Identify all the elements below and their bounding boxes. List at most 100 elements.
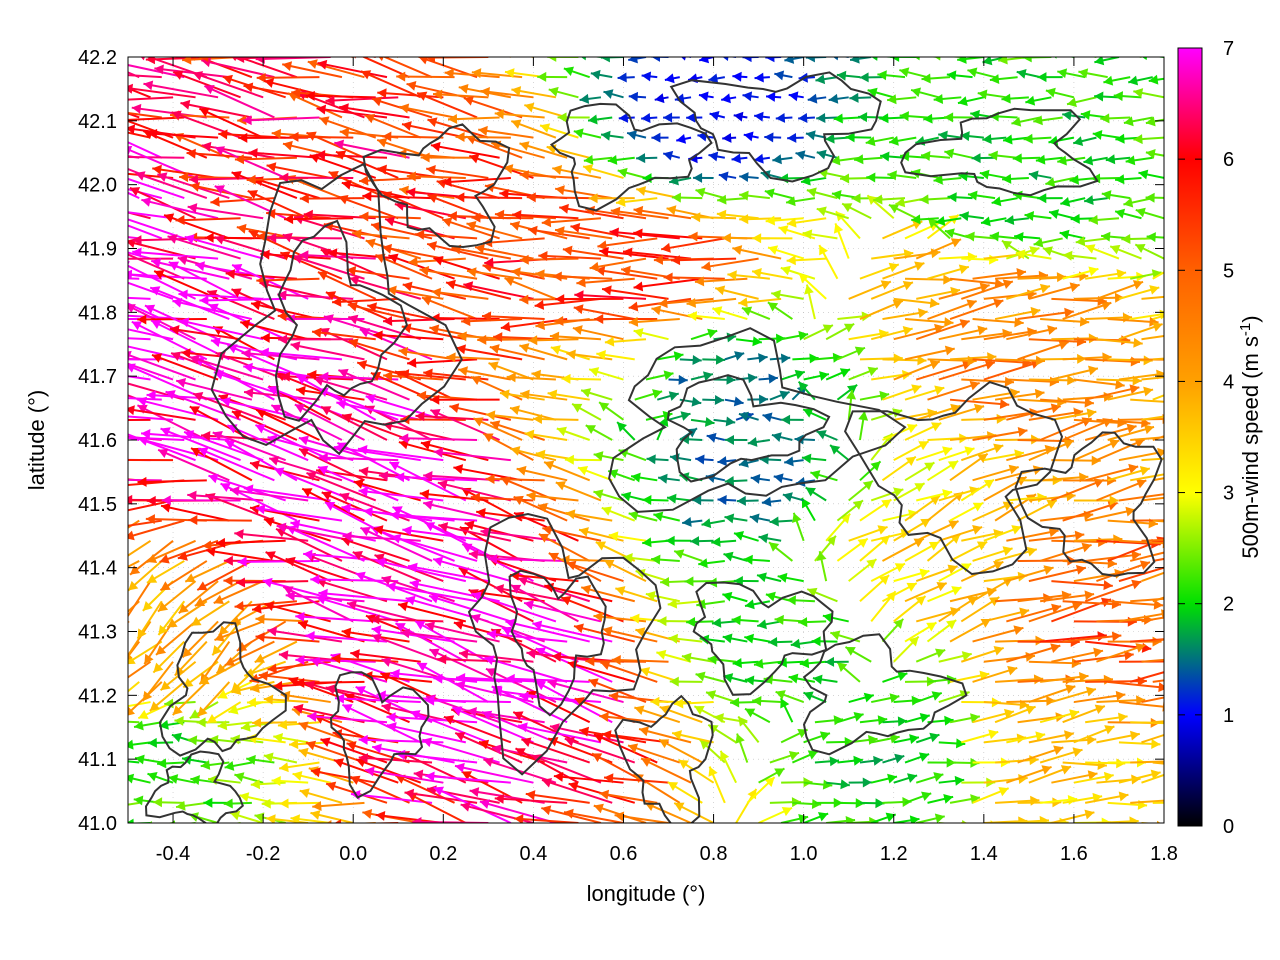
wind-arrow-head	[299, 788, 310, 798]
wind-arrow-head	[193, 392, 204, 402]
wind-arrow-head	[319, 371, 329, 382]
wind-arrow-head	[518, 722, 528, 733]
wind-arrow-shaft	[603, 776, 669, 784]
wind-arrow-head	[699, 739, 710, 750]
wind-arrow-shaft	[309, 154, 377, 179]
wind-arrow-shaft	[456, 57, 466, 58]
wind-arrow-head	[160, 427, 171, 437]
wind-arrow-shaft	[128, 353, 196, 381]
wind-arrow-head	[989, 597, 1000, 607]
wind-arrow-head	[631, 472, 641, 483]
wind-arrow-head	[983, 479, 995, 489]
wind-arrow-head	[866, 172, 876, 183]
wind-arrow-shaft	[307, 60, 365, 79]
wind-arrow-head	[614, 811, 625, 822]
wind-arrow-head	[777, 572, 788, 583]
wind-arrow-shaft	[400, 631, 478, 643]
wind-arrow-head	[238, 132, 248, 143]
wind-arrow-shaft	[421, 296, 478, 320]
wind-arrow-head	[1025, 705, 1036, 715]
wind-arrow-shaft	[325, 96, 399, 102]
wind-arrow-head	[601, 506, 612, 516]
wind-arrow-head	[415, 621, 426, 630]
wind-arrow-head	[525, 790, 536, 801]
wind-arrow-shaft	[419, 268, 478, 280]
wind-arrow-head	[296, 42, 306, 52]
wind-arrow-shaft	[574, 293, 647, 300]
wind-arrow-head	[429, 324, 440, 335]
wind-arrow-head	[405, 595, 416, 606]
wind-arrow-head	[716, 209, 727, 220]
wind-arrow-head	[341, 503, 352, 514]
wind-arrow-head	[762, 412, 773, 423]
wind-arrow-head	[798, 617, 808, 628]
x-tick-label: 0.8	[700, 843, 728, 865]
wind-arrow-shaft	[128, 720, 140, 724]
wind-arrow-shaft	[456, 346, 523, 361]
wind-arrow-head	[231, 170, 242, 181]
wind-arrow-head	[749, 513, 760, 524]
wind-arrow-head	[807, 750, 818, 760]
wind-arrow-head	[267, 626, 278, 637]
wind-arrow-head	[255, 614, 265, 625]
wind-arrow-head	[145, 57, 156, 65]
wind-arrow-head	[480, 527, 491, 538]
wind-arrow-head	[752, 267, 762, 278]
wind-arrow-head	[641, 113, 651, 123]
wind-arrow-shaft	[305, 634, 388, 643]
wind-arrow-head	[189, 354, 200, 365]
wind-arrow-head	[555, 294, 565, 305]
wind-arrow-head	[892, 408, 903, 418]
wind-arrow-head	[581, 388, 592, 398]
wind-arrow-shaft	[292, 255, 365, 280]
wind-arrow-head	[555, 226, 565, 237]
wind-arrow-head	[798, 381, 809, 392]
wind-arrow-head	[305, 90, 315, 101]
wind-arrow-head	[708, 724, 719, 734]
wind-arrow-head	[292, 254, 303, 264]
wind-arrow-head	[1002, 546, 1013, 556]
wind-arrow-head	[210, 337, 221, 348]
wind-arrow-head	[767, 302, 779, 312]
wind-arrow-shaft	[136, 398, 219, 421]
wind-arrow-head	[201, 57, 212, 68]
wind-arrow-head	[199, 57, 209, 63]
wind-arrow-shaft	[128, 338, 129, 340]
wind-arrow-head	[420, 152, 430, 163]
wind-arrow-head	[715, 285, 726, 296]
wind-arrow-head	[599, 789, 610, 800]
wind-arrow-head	[794, 434, 804, 445]
wind-arrow-shaft	[320, 405, 388, 441]
wind-arrow-shaft	[128, 64, 185, 79]
wind-arrow-head	[601, 730, 612, 740]
wind-arrow-head	[159, 554, 170, 564]
wind-arrow-shaft	[523, 601, 602, 623]
wind-arrow-head	[108, 801, 118, 811]
wind-arrow-shaft	[128, 236, 140, 240]
wind-arrow-head	[283, 586, 294, 596]
wind-arrow-head	[944, 345, 955, 356]
wind-arrow-head	[1041, 765, 1052, 775]
wind-arrow-head	[335, 150, 347, 160]
wind-arrow-head	[830, 445, 841, 455]
wind-arrow-head	[688, 231, 698, 242]
wind-arrow-head	[319, 116, 330, 126]
wind-arrow-head	[128, 405, 135, 416]
wind-arrow-head	[599, 711, 609, 722]
wind-arrow-head	[289, 131, 299, 142]
wind-arrow-head	[923, 113, 933, 124]
wind-arrow-head	[790, 638, 801, 649]
wind-arrow-head	[803, 408, 814, 418]
wind-arrow-shaft	[493, 335, 556, 341]
wind-arrow-head	[294, 404, 306, 414]
y-tick-label: 42.2	[78, 47, 117, 69]
wind-arrow-shaft	[282, 63, 343, 79]
wind-arrow-shaft	[149, 286, 230, 320]
wind-arrow-head	[128, 494, 133, 505]
wind-arrow-shaft	[255, 424, 332, 462]
wind-arrow-head	[768, 637, 778, 648]
wind-arrow-shaft	[386, 724, 467, 744]
wind-arrow-shaft	[128, 741, 129, 743]
wind-arrow-head	[663, 370, 674, 381]
wind-arrow-head	[189, 406, 201, 416]
